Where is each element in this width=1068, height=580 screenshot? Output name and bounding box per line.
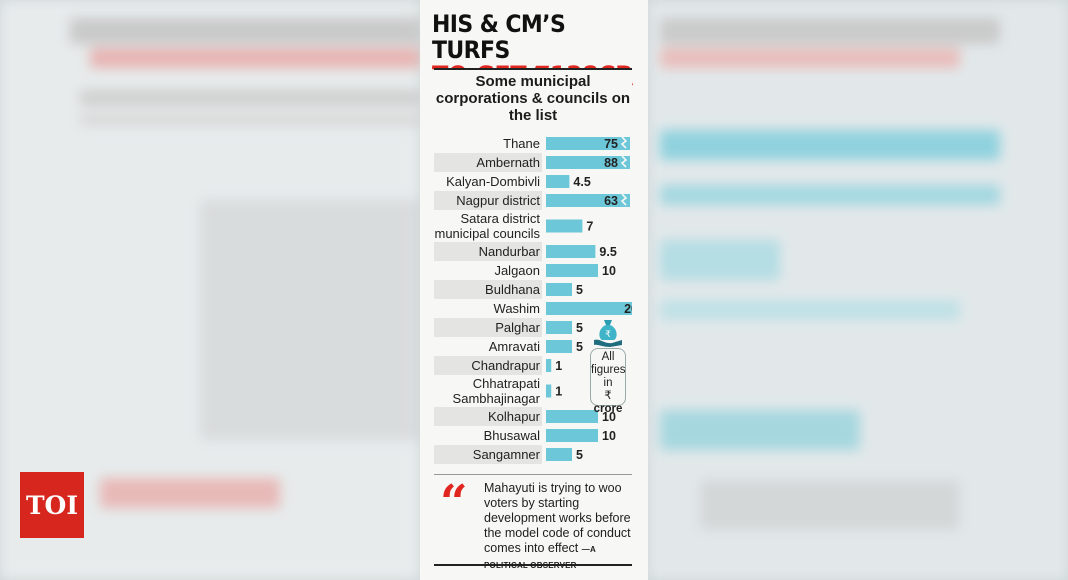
- bar: [546, 321, 572, 334]
- category-label: Amravati: [489, 339, 540, 354]
- value-label: 5: [576, 321, 583, 335]
- value-label: 1: [555, 385, 562, 399]
- category-label: Washim: [494, 301, 540, 316]
- category-label: Nagpur district: [456, 193, 540, 208]
- bar: [546, 302, 632, 315]
- value-label: 10: [602, 429, 616, 443]
- value-label: 5: [576, 448, 583, 462]
- bar: [546, 429, 598, 442]
- value-label: 88: [604, 156, 618, 170]
- value-label: 4.5: [573, 175, 590, 189]
- axis-break-mark: [620, 136, 628, 149]
- bar: [546, 410, 598, 423]
- bar: [546, 194, 630, 207]
- value-label: 5: [576, 340, 583, 354]
- bar: [546, 156, 630, 169]
- units-note-line-4: ₹ crore: [591, 390, 625, 416]
- category-label: Nandurbar: [479, 244, 541, 259]
- value-label: 5: [576, 283, 583, 297]
- units-note-unit: crore: [593, 403, 623, 415]
- row-band: [434, 280, 542, 299]
- bar: [546, 219, 583, 233]
- category-label: Satara district municipal councils: [435, 211, 541, 241]
- value-label: 10: [602, 264, 616, 278]
- category-label: Sangamner: [473, 447, 541, 462]
- units-note: All figures in ₹ crore: [590, 348, 626, 415]
- axis-break-mark: [620, 193, 628, 206]
- row-band: [434, 153, 542, 172]
- value-label: 20: [624, 302, 632, 316]
- category-label: Palghar: [495, 320, 540, 335]
- category-label: Bhusawal: [484, 428, 540, 443]
- value-label: 7: [586, 220, 593, 234]
- units-note-line-3: in: [603, 377, 613, 389]
- quote-block: “ Mahayuti is trying to woo voters by st…: [434, 474, 632, 570]
- value-label: 75: [604, 137, 618, 151]
- category-label: Jalgaon: [494, 263, 540, 278]
- chart-subtitle: Some municipal corporations & councils o…: [435, 73, 631, 124]
- bar: [546, 340, 572, 353]
- value-label: 63: [604, 194, 618, 208]
- units-note-line-2: figures: [591, 364, 626, 376]
- category-label: Chhatrapati Sambhajinagar: [453, 376, 541, 406]
- category-label: Kolhapur: [488, 409, 541, 424]
- currency-symbol: ₹: [604, 390, 612, 402]
- bar: [546, 264, 598, 277]
- category-label: Thane: [503, 136, 540, 151]
- category-label: Ambernath: [476, 155, 540, 170]
- quote-marks-icon: “: [440, 475, 468, 531]
- value-label: 1: [555, 359, 562, 373]
- category-label: Chandrapur: [471, 358, 540, 373]
- bar: [546, 384, 552, 398]
- headline-line-1: HIS & CM’S TURFS: [432, 10, 566, 65]
- row-band: [434, 445, 542, 464]
- value-label: 10: [602, 410, 616, 424]
- units-note-line-1: All: [601, 351, 615, 363]
- quote-attribution: —A POLITICAL OBSERVER: [484, 545, 596, 570]
- row-band: [434, 318, 542, 337]
- axis-break-mark: [620, 155, 628, 168]
- row-band: [434, 242, 542, 261]
- bar: [546, 359, 552, 372]
- bar: [546, 448, 572, 461]
- svg-text:₹: ₹: [605, 330, 611, 340]
- bar: [546, 137, 630, 150]
- toi-logo: TOI: [20, 472, 84, 538]
- bar: [546, 283, 572, 296]
- category-label: Kalyan-Dombivli: [446, 174, 540, 189]
- row-band: [434, 356, 542, 375]
- quote-text: Mahayuti is trying to woo voters by star…: [484, 481, 632, 573]
- row-band: [434, 407, 542, 426]
- chart-panel: Some municipal corporations & councils o…: [434, 68, 632, 570]
- category-label: Buldhana: [485, 282, 541, 297]
- quote-body: Mahayuti is trying to woo voters by star…: [484, 481, 631, 555]
- money-bag-icon: ₹: [594, 320, 622, 347]
- value-label: 9.5: [599, 245, 616, 259]
- row-band: [434, 191, 542, 210]
- bar: [546, 175, 570, 188]
- bar: [546, 245, 596, 258]
